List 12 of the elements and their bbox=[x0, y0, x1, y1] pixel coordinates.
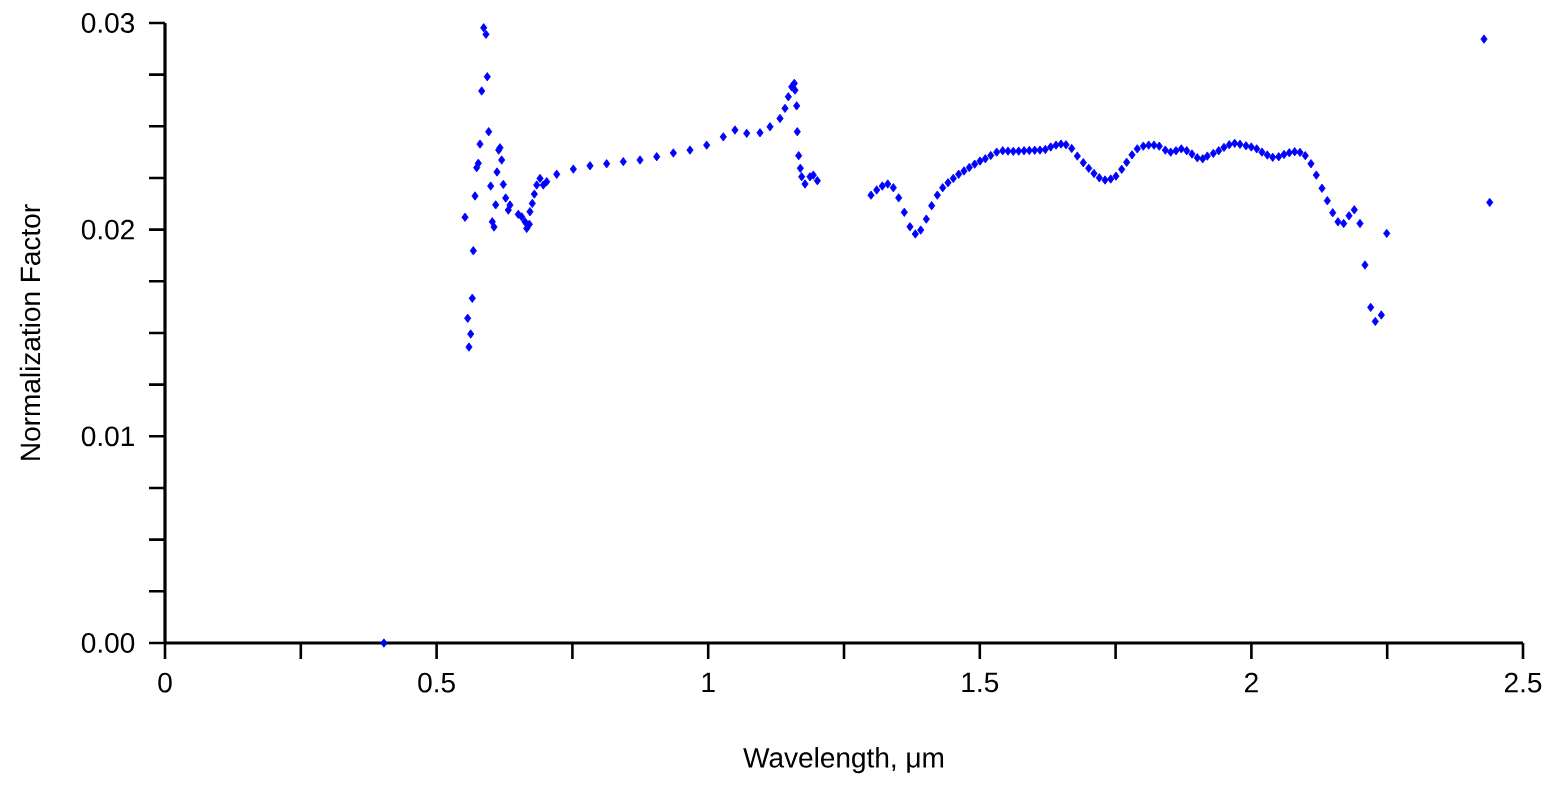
x-tick-label: 2.5 bbox=[1504, 672, 1542, 693]
y-tick-label: 0.03 bbox=[81, 13, 135, 33]
y-tick-label: 0.01 bbox=[81, 426, 134, 447]
y-tick-label: 0.00 bbox=[81, 633, 135, 653]
x-tick-label: 2 bbox=[1245, 672, 1258, 693]
y-axis-title: Normalization Factor bbox=[19, 204, 41, 460]
x-tick-label: 1.5 bbox=[962, 672, 999, 693]
y-tick-label: 0.02 bbox=[81, 219, 134, 240]
x-tick-label: 0.5 bbox=[418, 672, 455, 693]
x-tick-label: 0 bbox=[158, 672, 172, 693]
x-tick-label: 1 bbox=[702, 672, 715, 692]
x-axis-title: Wavelength, μm bbox=[743, 747, 944, 774]
